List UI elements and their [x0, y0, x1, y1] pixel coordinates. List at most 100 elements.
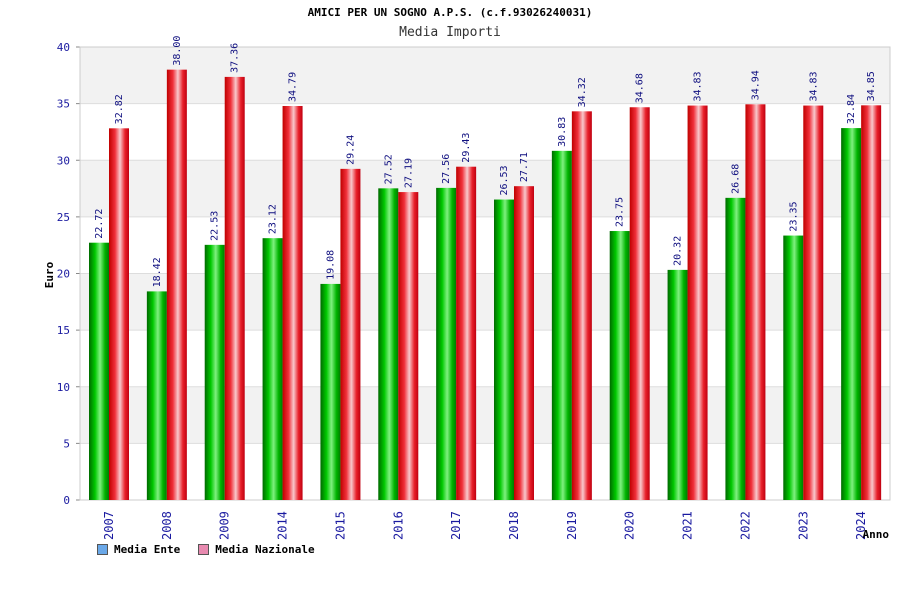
- bar-media-ente: [667, 269, 688, 500]
- data-label: 26.53: [499, 165, 510, 195]
- bar-media-nazionale: [224, 76, 245, 500]
- x-tick-label: 2023: [796, 511, 810, 540]
- y-tick-label: 15: [57, 324, 70, 337]
- x-tick-label: 2019: [565, 511, 579, 540]
- bar-media-ente: [262, 238, 283, 500]
- bar-media-nazionale: [456, 166, 477, 500]
- data-label: 37.36: [230, 43, 241, 73]
- data-label: 30.83: [557, 117, 568, 147]
- data-label: 27.19: [403, 158, 414, 188]
- x-tick-label: 2024: [854, 511, 868, 540]
- data-label: 29.43: [461, 133, 472, 163]
- bar-media-ente: [841, 128, 862, 500]
- plot-frame: [79, 46, 891, 501]
- bar-media-nazionale: [745, 104, 766, 500]
- legend-item-nazionale: Media Nazionale: [198, 543, 315, 556]
- data-label: 34.94: [750, 70, 761, 100]
- bar-media-ente: [551, 150, 572, 500]
- y-tick-label: 40: [57, 41, 70, 54]
- grid-band: [80, 330, 890, 387]
- data-label: 34.83: [808, 71, 819, 101]
- bar-media-ente: [378, 188, 399, 500]
- data-label: 27.52: [383, 154, 394, 184]
- data-label: 34.68: [635, 73, 646, 103]
- bar-media-nazionale: [514, 186, 534, 500]
- bar-media-ente: [494, 199, 514, 501]
- data-label: 26.68: [730, 164, 741, 194]
- bar-media-nazionale: [687, 105, 708, 501]
- bar-media-ente: [89, 242, 109, 501]
- bar-media-ente: [436, 187, 457, 500]
- grid-band: [80, 443, 890, 500]
- x-tick-label: 2017: [449, 511, 463, 540]
- x-tick-label: 2014: [276, 511, 290, 540]
- grid-band: [80, 103, 890, 161]
- bar-media-ente: [320, 283, 341, 500]
- bar-media-ente: [204, 244, 225, 500]
- data-label: 29.24: [345, 135, 356, 165]
- legend-item-ente: Media Ente: [97, 543, 180, 556]
- bar-media-nazionale: [340, 168, 361, 500]
- grid-band: [80, 273, 890, 331]
- data-label: 19.08: [325, 250, 336, 280]
- legend-swatch-ente: [97, 544, 108, 555]
- y-tick-label: 10: [57, 381, 70, 394]
- x-tick-label: 2016: [391, 511, 405, 540]
- data-label: 23.75: [615, 197, 626, 227]
- x-tick-label: 2009: [218, 511, 232, 540]
- y-axis-label: Euro: [43, 261, 56, 288]
- grid-band: [80, 386, 890, 444]
- x-tick-label: 2021: [681, 511, 695, 540]
- data-label: 23.35: [788, 201, 799, 231]
- data-label: 20.32: [673, 236, 684, 266]
- bar-media-nazionale: [282, 106, 303, 501]
- bar-media-nazionale: [629, 107, 650, 501]
- bar-media-ente: [783, 235, 804, 500]
- data-label: 34.32: [577, 77, 588, 107]
- data-label: 34.79: [288, 72, 299, 102]
- legend-swatch-nazionale: [198, 544, 210, 555]
- data-label: 18.42: [152, 257, 163, 287]
- data-label: 27.56: [441, 154, 452, 184]
- bar-media-nazionale: [803, 105, 824, 501]
- data-label: 27.71: [519, 152, 530, 182]
- grid-band: [80, 47, 890, 104]
- y-tick-label: 35: [57, 98, 70, 111]
- bar-media-ente: [725, 197, 746, 500]
- chart-subtitle: Media Importi: [399, 25, 501, 40]
- data-label: 34.85: [866, 71, 877, 101]
- x-tick-label: 2018: [507, 511, 521, 540]
- x-tick-label: 2008: [160, 511, 174, 540]
- bar-media-ente: [609, 231, 630, 500]
- y-tick-label: 25: [57, 211, 70, 224]
- legend-label-nazionale: Media Nazionale: [215, 543, 315, 556]
- bar-media-nazionale: [398, 192, 419, 501]
- data-label: 22.53: [210, 211, 221, 241]
- grid-band: [80, 160, 890, 217]
- bar-media-nazionale: [861, 105, 882, 500]
- data-label: 32.82: [114, 94, 125, 124]
- bar-media-ente: [146, 291, 167, 500]
- data-label: 22.72: [94, 209, 105, 239]
- x-tick-label: 2015: [333, 511, 347, 540]
- grid-band: [80, 216, 890, 274]
- x-tick-label: 2020: [623, 511, 637, 540]
- data-label: 34.83: [693, 71, 704, 101]
- x-tick-label: 2022: [738, 511, 752, 540]
- legend-label-ente: Media Ente: [114, 543, 181, 556]
- data-label: 32.84: [846, 94, 857, 124]
- y-tick-label: 20: [57, 268, 70, 281]
- data-label: 38.00: [172, 36, 183, 66]
- chart-title: AMICI PER UN SOGNO A.P.S. (c.f.930262400…: [307, 6, 593, 19]
- legend: Media Ente Media Nazionale: [97, 543, 315, 556]
- x-axis-label: Anno: [863, 528, 890, 541]
- y-tick-label: 0: [63, 494, 70, 507]
- y-tick-label: 30: [57, 154, 70, 167]
- y-tick-label: 5: [63, 437, 70, 450]
- data-label: 23.12: [268, 204, 279, 234]
- bar-media-nazionale: [571, 111, 592, 501]
- x-tick-label: 2007: [102, 511, 116, 540]
- bar-media-nazionale: [166, 69, 187, 501]
- bar-media-nazionale: [109, 128, 129, 500]
